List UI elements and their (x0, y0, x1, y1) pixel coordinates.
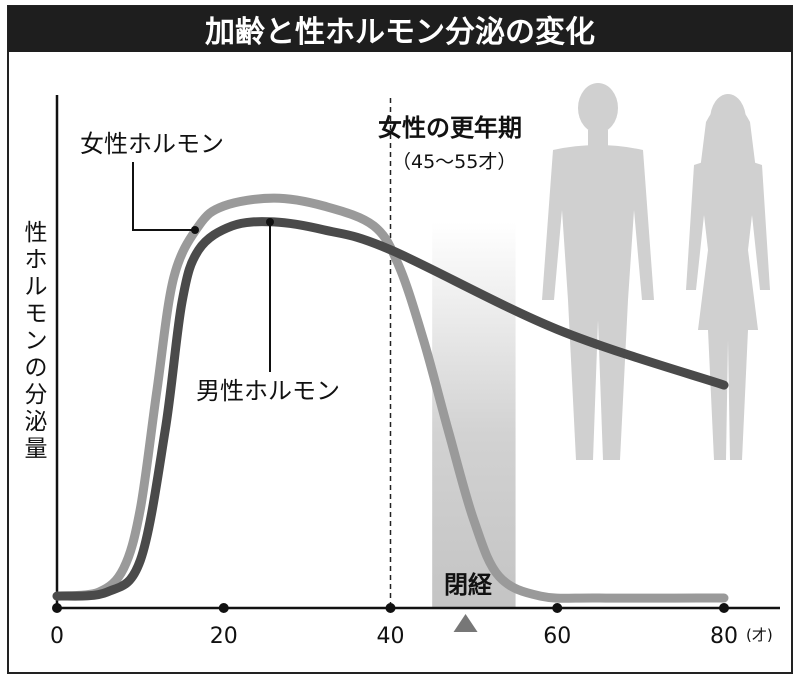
male-leader-dot (266, 218, 274, 226)
x-tick-mark (218, 603, 229, 613)
y-axis-label: 性ホルモンの分泌量 (25, 220, 48, 462)
x-axis-ticks: 0 20 40 60 80 (50, 603, 738, 649)
menopause-period-label: 女性の更年期 (378, 114, 522, 142)
x-tick-mark (719, 603, 729, 613)
x-tick-mark (552, 603, 563, 613)
x-tick-label: 0 (50, 624, 64, 649)
x-tick-label: 80 (710, 624, 738, 649)
menses-end-marker-triangle (453, 614, 478, 632)
x-tick-label: 20 (210, 624, 238, 649)
x-tick-mark (385, 603, 396, 613)
female-silhouette (686, 94, 770, 460)
female-label-leader (132, 162, 195, 231)
menopause-age-range-label: （45〜55才） (392, 151, 516, 173)
x-tick-label: 60 (543, 624, 571, 649)
human-silhouettes (542, 83, 770, 460)
male-silhouette (542, 83, 654, 460)
x-axis-unit-label: (才) (746, 626, 773, 644)
chart-title: 加齢と性ホルモン分泌の変化 (205, 15, 595, 50)
x-tick-mark (52, 603, 62, 613)
x-tick-label: 40 (377, 624, 405, 649)
male-hormone-label: 男性ホルモン (196, 377, 340, 405)
menses-end-label: 閉経 (444, 571, 493, 599)
female-leader-dot (191, 226, 199, 234)
title-bar (8, 6, 792, 52)
series-line-male-hormone (52, 217, 729, 601)
female-hormone-label: 女性ホルモン (80, 130, 224, 158)
series-line-female-hormone (52, 193, 729, 603)
